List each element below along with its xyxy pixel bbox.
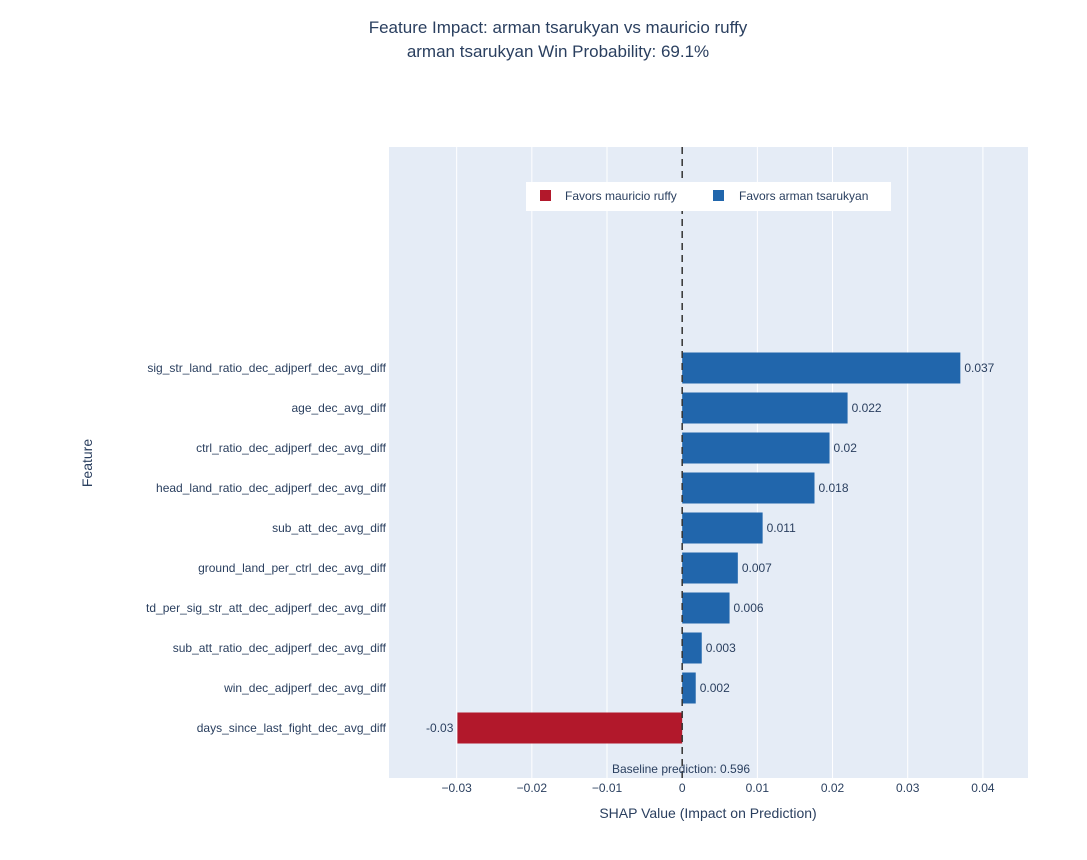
bar-value-label: 0.007 [742, 561, 772, 575]
bar [457, 712, 683, 744]
chart-title: Feature Impact: arman tsarukyan vs mauri… [369, 18, 748, 37]
chart-subtitle: arman tsarukyan Win Probability: 69.1% [407, 42, 709, 61]
y-tick-label: ctrl_ratio_dec_adjperf_dec_avg_diff [196, 441, 387, 455]
legend-label: Favors arman tsarukyan [739, 189, 868, 203]
bar [682, 392, 848, 424]
legend-label: Favors mauricio ruffy [565, 189, 677, 203]
x-tick-label: 0.01 [746, 781, 770, 795]
bar [682, 592, 730, 624]
x-tick-label: 0 [679, 781, 686, 795]
y-tick-label: head_land_ratio_dec_adjperf_dec_avg_diff [156, 481, 387, 495]
bar [682, 632, 702, 664]
bar-value-label: 0.003 [706, 641, 736, 655]
y-tick-label: ground_land_per_ctrl_dec_avg_diff [198, 561, 387, 575]
y-axis-title: Feature [79, 439, 95, 487]
bar-value-label: -0.03 [426, 721, 454, 735]
bar-value-label: 0.006 [734, 601, 764, 615]
bar [682, 552, 738, 584]
bar [682, 672, 696, 704]
bar [682, 352, 961, 384]
x-tick-label: −0.01 [592, 781, 623, 795]
legend-swatch [713, 190, 724, 201]
y-tick-label: sub_att_dec_avg_diff [272, 521, 387, 535]
bar-value-label: 0.02 [834, 441, 858, 455]
bar-value-label: 0.037 [964, 361, 994, 375]
x-tick-label: −0.02 [517, 781, 548, 795]
x-tick-label: 0.02 [821, 781, 845, 795]
x-tick-label: 0.03 [896, 781, 920, 795]
bar [682, 512, 763, 544]
bar-value-label: 0.011 [767, 521, 796, 535]
y-tick-label: age_dec_avg_diff [291, 401, 386, 415]
bar-value-label: 0.002 [700, 681, 730, 695]
y-tick-label: td_per_sig_str_att_dec_adjperf_dec_avg_d… [146, 601, 387, 615]
legend-swatch [540, 190, 551, 201]
y-tick-label: win_dec_adjperf_dec_avg_diff [223, 681, 387, 695]
x-axis-title: SHAP Value (Impact on Prediction) [599, 805, 816, 821]
y-tick-label: days_since_last_fight_dec_avg_diff [197, 721, 387, 735]
bar [682, 432, 830, 464]
bar-value-label: 0.018 [818, 481, 848, 495]
legend-box [526, 182, 891, 211]
y-tick-label: sub_att_ratio_dec_adjperf_dec_avg_diff [173, 641, 387, 655]
bar [682, 472, 815, 504]
y-tick-label: sig_str_land_ratio_dec_adjperf_dec_avg_d… [147, 361, 386, 375]
bar-value-label: 0.022 [852, 401, 882, 415]
x-tick-label: −0.03 [441, 781, 472, 795]
baseline-annotation: Baseline prediction: 0.596 [612, 762, 750, 776]
x-tick-label: 0.04 [971, 781, 995, 795]
